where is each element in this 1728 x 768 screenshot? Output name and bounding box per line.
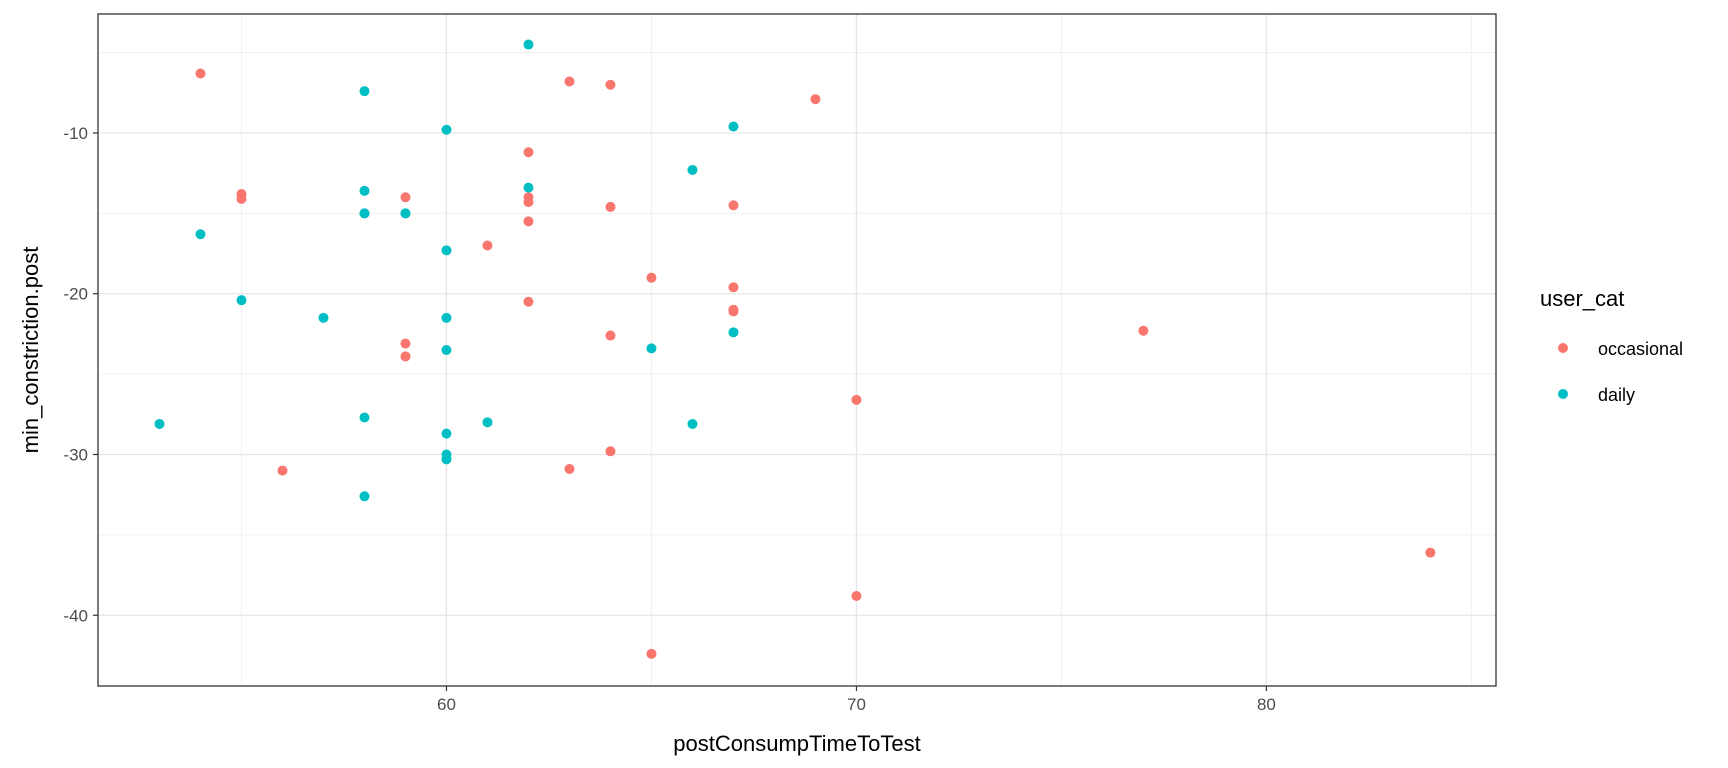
point-occasional	[646, 648, 657, 659]
point-daily	[523, 182, 534, 193]
point-occasional	[1138, 325, 1149, 336]
point-daily	[441, 428, 452, 439]
point-occasional	[564, 463, 575, 474]
point-occasional	[605, 79, 616, 90]
point-daily	[400, 208, 411, 219]
point-daily	[728, 121, 739, 132]
y-axis-title: min_constriction.post	[18, 247, 43, 454]
point-daily	[154, 418, 165, 429]
point-occasional	[277, 465, 288, 476]
plot-panel-border	[97, 13, 1497, 687]
y-tick-label: -40	[63, 606, 88, 625]
point-daily	[441, 124, 452, 135]
point-occasional	[236, 193, 247, 204]
x-axis-ticks: 60 70 80	[437, 686, 1276, 714]
point-occasional	[523, 147, 534, 158]
point-daily	[236, 295, 247, 306]
legend-key-occasional	[1558, 343, 1568, 353]
point-occasional	[810, 94, 821, 105]
y-tick-label: -30	[63, 445, 88, 464]
point-occasional	[851, 394, 862, 405]
point-occasional	[195, 68, 206, 79]
data-points	[154, 39, 1436, 659]
point-daily	[359, 86, 370, 97]
point-occasional	[1425, 547, 1436, 558]
legend-label-occasional: occasional	[1598, 339, 1683, 359]
point-occasional	[728, 200, 739, 211]
point-daily	[687, 164, 698, 175]
minor-gridlines	[98, 14, 1496, 686]
x-tick-label: 60	[437, 695, 456, 714]
point-daily	[441, 312, 452, 323]
point-daily	[523, 39, 534, 50]
point-occasional	[523, 216, 534, 227]
point-daily	[195, 229, 206, 240]
point-occasional	[564, 76, 575, 87]
point-daily	[318, 312, 329, 323]
point-daily	[728, 327, 739, 338]
y-tick-label: -20	[63, 285, 88, 304]
point-occasional	[523, 296, 534, 307]
y-tick-label: -10	[63, 124, 88, 143]
point-daily	[359, 208, 370, 219]
point-occasional	[851, 590, 862, 601]
point-occasional	[482, 240, 493, 251]
legend-key-daily	[1558, 389, 1568, 399]
point-daily	[482, 417, 493, 428]
point-daily	[359, 491, 370, 502]
point-occasional	[605, 446, 616, 457]
point-daily	[441, 454, 452, 465]
x-tick-label: 70	[847, 695, 866, 714]
point-occasional	[523, 197, 534, 208]
point-occasional	[400, 192, 411, 203]
point-daily	[687, 418, 698, 429]
x-axis-title: postConsumpTimeToTest	[673, 731, 920, 756]
point-daily	[646, 343, 657, 354]
legend: user_cat occasional daily	[1540, 286, 1683, 405]
legend-label-daily: daily	[1598, 385, 1635, 405]
y-axis-ticks: -10 -20 -30 -40	[63, 124, 98, 625]
legend-title: user_cat	[1540, 286, 1624, 311]
point-daily	[441, 245, 452, 256]
point-occasional	[400, 351, 411, 362]
point-occasional	[400, 338, 411, 349]
point-daily	[359, 185, 370, 196]
plot-background	[98, 14, 1496, 686]
x-tick-label: 80	[1257, 695, 1276, 714]
point-occasional	[646, 272, 657, 283]
point-daily	[441, 345, 452, 355]
point-occasional	[605, 201, 616, 212]
point-occasional	[728, 306, 739, 317]
point-occasional	[605, 330, 616, 341]
major-gridlines	[98, 14, 1496, 686]
point-occasional	[728, 282, 739, 293]
point-daily	[359, 412, 370, 423]
